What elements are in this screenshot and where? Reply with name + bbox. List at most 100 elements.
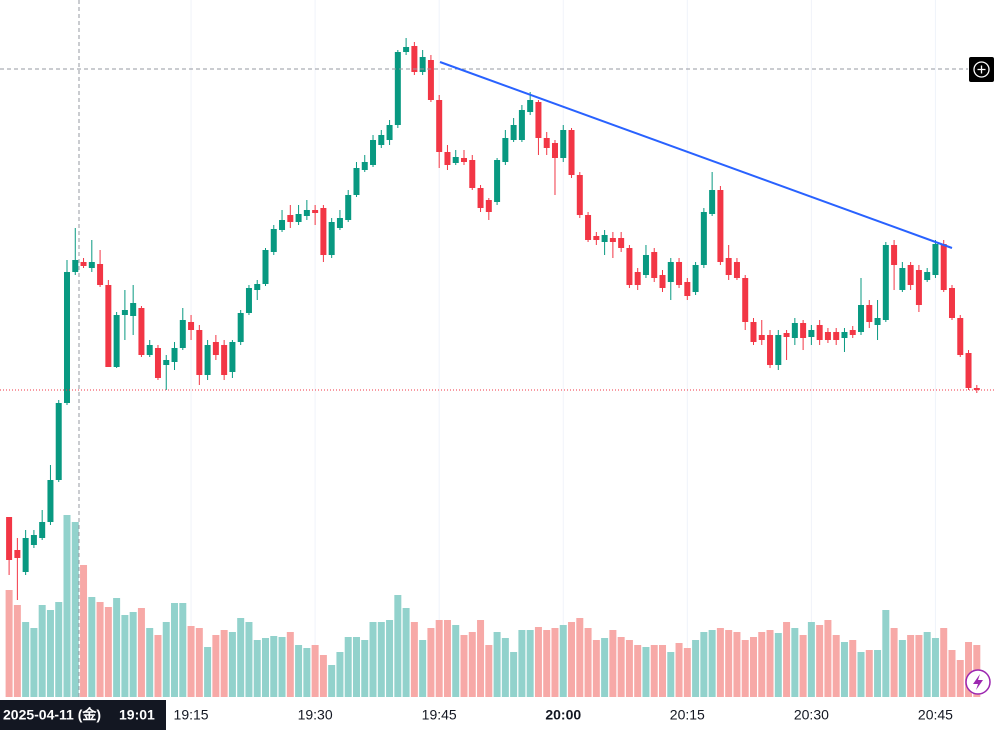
volume-bar	[675, 643, 683, 697]
candle-body	[370, 140, 377, 165]
candle-body	[833, 332, 840, 340]
candle-body	[642, 255, 649, 275]
candle-body	[105, 285, 112, 367]
volume-bar	[642, 647, 650, 697]
volume-bar	[113, 598, 121, 697]
candle-body	[684, 282, 691, 296]
candle-body	[816, 325, 823, 340]
candle-body	[361, 162, 368, 170]
candle-layer	[6, 38, 980, 600]
volume-bar	[286, 632, 294, 697]
candle-body	[295, 214, 302, 222]
volume-bar	[328, 665, 336, 697]
candle-body	[121, 310, 128, 315]
candle-body	[6, 517, 13, 560]
candle-body	[973, 388, 980, 390]
add-icon-plus[interactable]	[977, 65, 986, 74]
candle-body	[461, 158, 468, 162]
candle-body	[320, 208, 327, 255]
candle-body	[113, 315, 120, 367]
candle-body	[634, 272, 641, 285]
candle-body	[196, 330, 203, 375]
lightning-button[interactable]	[965, 669, 991, 695]
volume-bar	[749, 637, 757, 697]
candle-body	[940, 244, 947, 290]
candle-body	[791, 323, 798, 338]
volume-bar	[443, 620, 451, 697]
volume-bar	[195, 628, 203, 697]
volume-bar	[956, 660, 964, 697]
candle-body	[394, 52, 401, 125]
candle-body	[55, 403, 62, 480]
candle-body	[915, 270, 922, 305]
candle-body	[717, 190, 724, 262]
x-tick-label: 20:15	[670, 707, 705, 723]
volume-bar	[46, 610, 54, 697]
candle-body	[585, 215, 592, 240]
candle-body	[874, 318, 881, 325]
candle-body	[560, 130, 567, 158]
volume-bar	[940, 628, 948, 697]
candle-body	[229, 342, 236, 372]
candle-body	[30, 535, 37, 545]
volume-bar	[71, 522, 79, 697]
candle-body	[899, 268, 906, 290]
candle-body	[427, 60, 434, 100]
candle-body	[345, 195, 352, 220]
volume-bar	[104, 607, 112, 697]
candle-body	[725, 258, 732, 275]
candle-body	[336, 218, 343, 228]
candle-body	[287, 215, 294, 222]
volume-bar	[807, 622, 815, 697]
volume-bar	[344, 637, 352, 697]
volume-bar	[551, 628, 559, 697]
x-tick-label: 20:45	[918, 707, 953, 723]
volume-bar	[774, 633, 782, 697]
candle-body	[824, 332, 831, 340]
add-button[interactable]	[969, 57, 994, 82]
crosshair-label-bg	[0, 700, 166, 730]
volume-bar	[386, 620, 394, 697]
volume-bar	[650, 645, 658, 697]
volume-bar	[38, 605, 46, 697]
x-tick-label: 19:15	[174, 707, 209, 723]
crosshair-date: 2025-04-11 (金)	[3, 707, 101, 723]
add-icon[interactable]	[973, 61, 990, 78]
candle-body	[130, 303, 137, 316]
candle-body	[891, 245, 898, 265]
candle-body	[907, 265, 914, 285]
volume-bar	[452, 625, 460, 697]
candle-body	[568, 130, 575, 175]
volume-bar	[245, 622, 253, 697]
candle-body	[948, 288, 955, 318]
candle-body	[72, 260, 79, 272]
candle-body	[444, 152, 451, 165]
volume-bar	[716, 628, 724, 697]
volume-bar	[468, 632, 476, 697]
candle-body	[535, 102, 542, 138]
candle-body	[477, 188, 484, 208]
candle-body	[750, 322, 757, 342]
volume-bar	[427, 628, 435, 697]
volume-bar	[799, 635, 807, 697]
volume-bar	[410, 622, 418, 697]
volume-bar	[5, 590, 13, 697]
volume-bar	[303, 648, 311, 697]
candle-body	[957, 318, 964, 355]
volume-bar	[857, 652, 865, 697]
x-tick-label: 20:30	[794, 707, 829, 723]
volume-bar	[874, 650, 882, 697]
volume-bar	[435, 620, 443, 697]
volume-bar	[783, 622, 791, 697]
volume-bar	[733, 632, 741, 697]
volume-bar	[270, 636, 278, 697]
volume-bar	[336, 652, 344, 697]
volume-bar	[137, 608, 145, 697]
lightning-icon[interactable]	[973, 674, 983, 690]
volume-bar	[601, 638, 609, 697]
volume-bar	[692, 640, 700, 697]
candle-body	[882, 245, 889, 320]
volume-bar	[477, 620, 485, 697]
volume-bar	[543, 630, 551, 697]
